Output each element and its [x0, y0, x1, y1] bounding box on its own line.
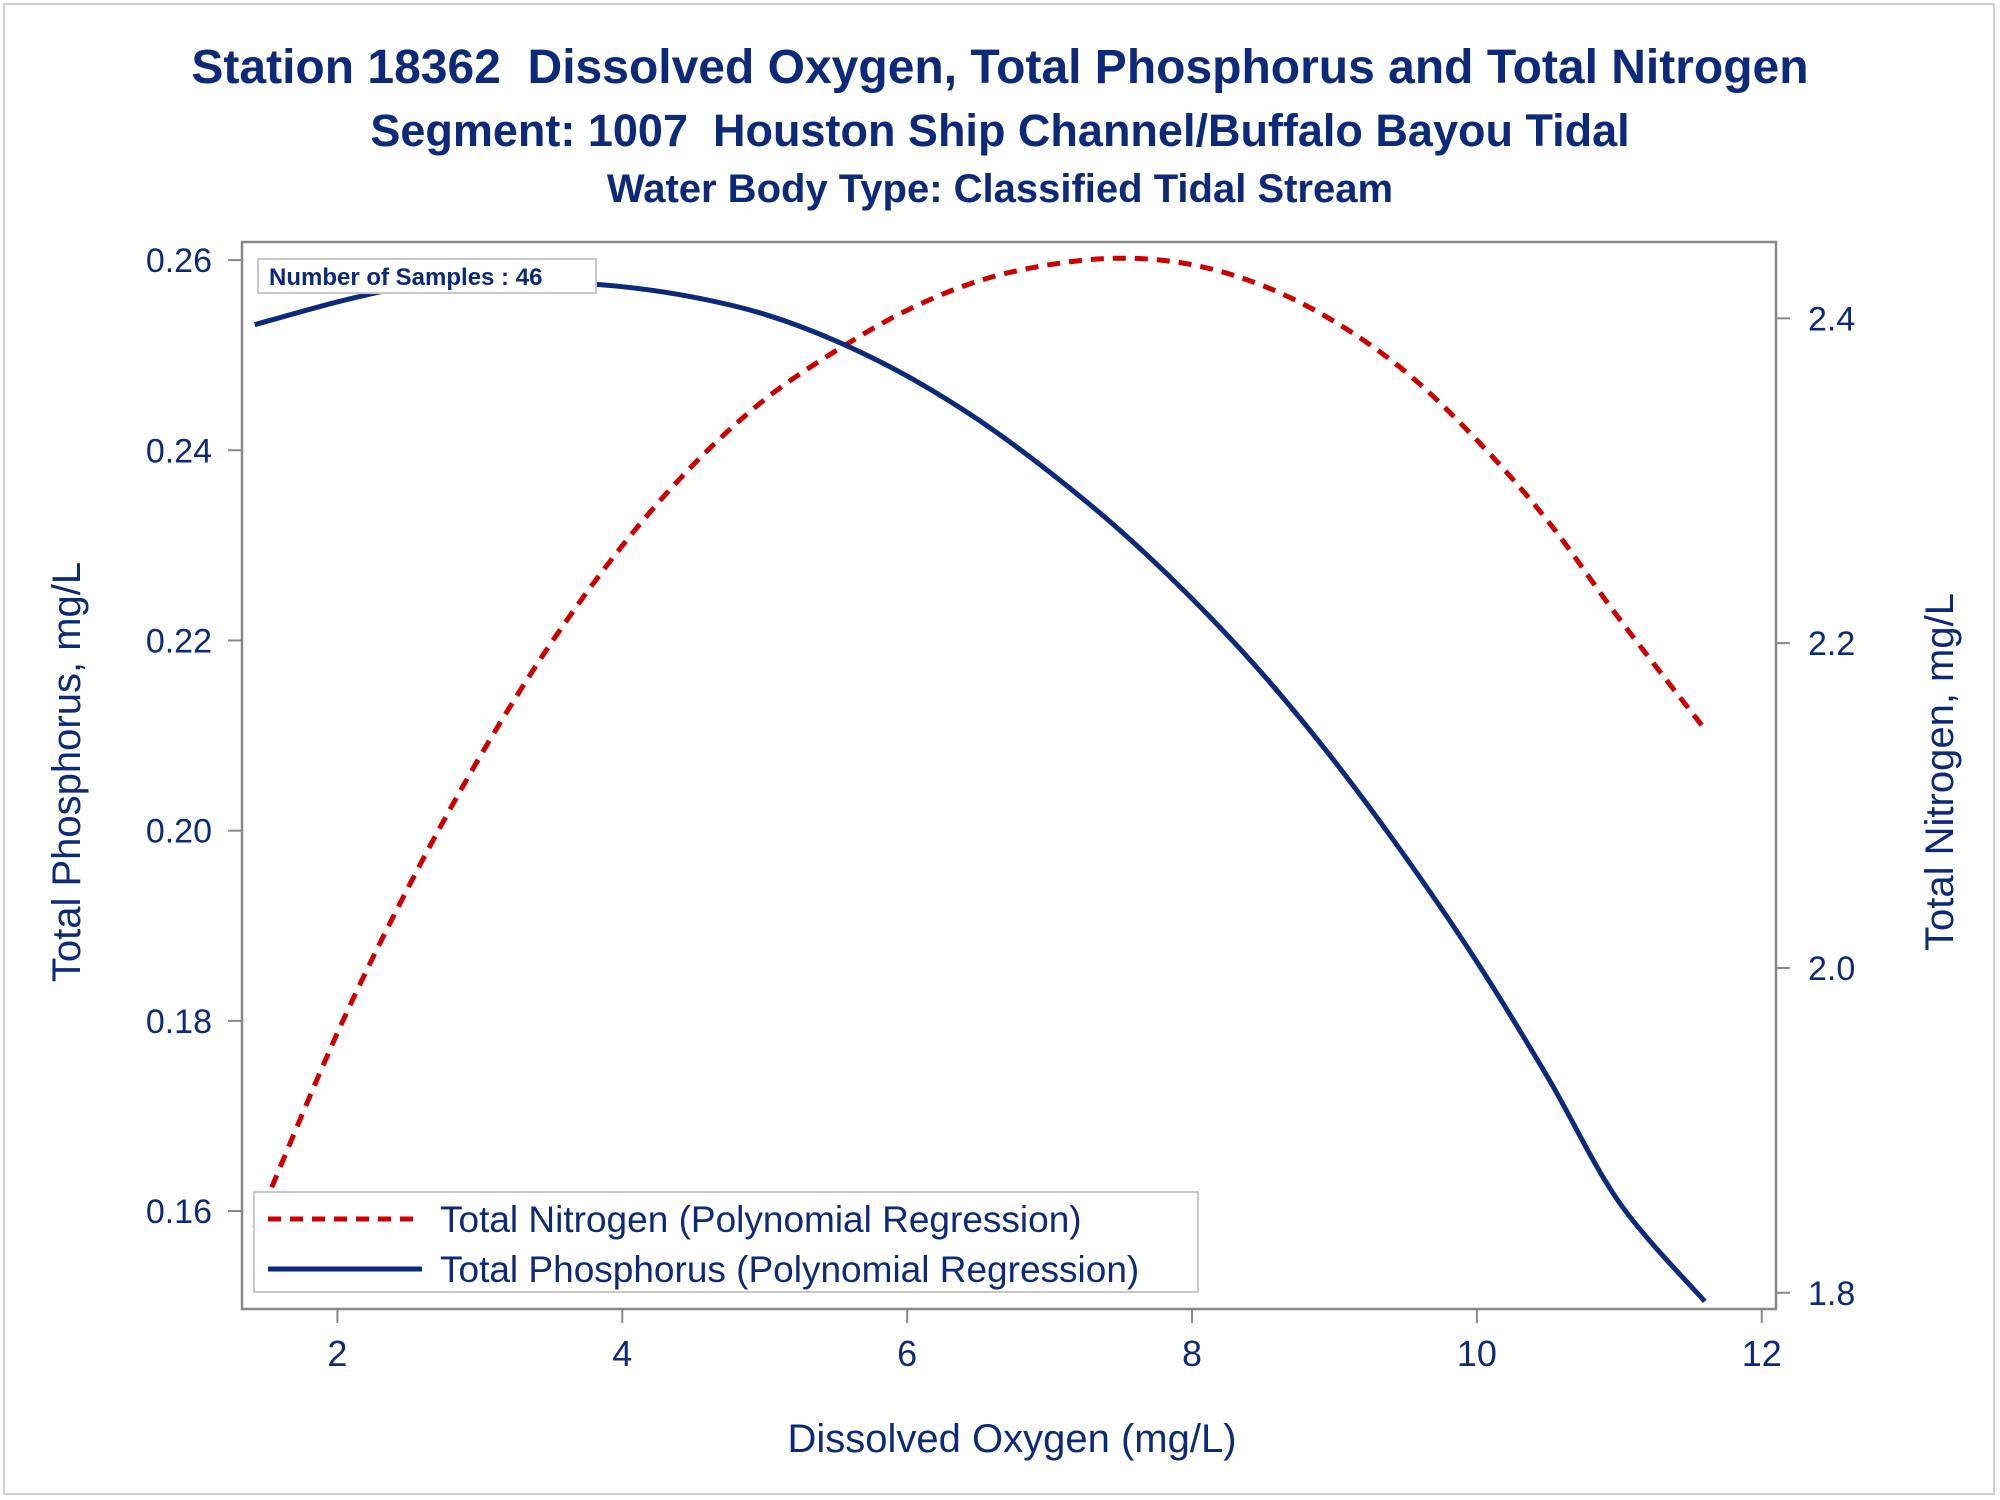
x-tick-label: 12 — [1742, 1333, 1782, 1374]
y-tick-label: 0.16 — [146, 1193, 212, 1231]
chart-subtitle-2: Water Body Type: Classified Tidal Stream — [606, 167, 1394, 211]
legend-box — [253, 1191, 1199, 1293]
y-tick-label: 0.24 — [146, 432, 212, 470]
y-tick-label: 0.18 — [146, 1003, 212, 1041]
plot-area — [240, 240, 1778, 1311]
chart-title: Station 18362 Dissolved Oxygen, Total Ph… — [191, 41, 1809, 94]
y2-tick-label: 2.0 — [1808, 950, 1855, 988]
annotation-text: Number of Samples : 46 — [269, 264, 542, 291]
y-axis-right: 1.8 2.0 2.2 2.4 — [1776, 300, 1855, 1313]
y-tick-label: 0.26 — [146, 242, 212, 280]
y2-tick-label: 2.2 — [1808, 625, 1855, 663]
series-layer — [252, 255, 1707, 1304]
x-tick-label: 10 — [1457, 1333, 1497, 1374]
legend-label-nitrogen: Total Nitrogen (Polynomial Regression) — [440, 1199, 1082, 1240]
annotation-box — [257, 258, 597, 294]
x-axis-label: Dissolved Oxygen (mg/L) — [787, 1417, 1236, 1461]
y2-tick-label: 2.4 — [1808, 300, 1855, 338]
x-tick-label: 4 — [612, 1333, 632, 1374]
series-line-total-nitrogen — [252, 255, 1707, 1229]
chart-subtitle: Segment: 1007 Houston Ship Channel/Buffa… — [370, 105, 1630, 156]
y-tick-label: 0.22 — [146, 622, 212, 660]
x-tick-label: 2 — [327, 1333, 347, 1374]
legend-label-phosphorus: Total Phosphorus (Polynomial Regression) — [440, 1249, 1139, 1290]
y-axis-label: Total Phosphorus, mg/L — [45, 562, 89, 982]
y2-tick-label: 1.8 — [1808, 1275, 1855, 1313]
y-axis-left: 0.16 0.18 0.20 0.22 0.24 0.26 — [146, 242, 242, 1231]
x-tick-label: 6 — [897, 1333, 917, 1374]
y-tick-label: 0.20 — [146, 813, 212, 851]
x-tick-label: 8 — [1182, 1333, 1202, 1374]
chart-frame — [3, 3, 1995, 1495]
legend: Total Nitrogen (Polynomial Regression) T… — [253, 1191, 1199, 1293]
x-axis: 2 4 6 8 10 12 — [327, 1309, 1782, 1374]
y2-axis-label: Total Nitrogen, mg/L — [1918, 593, 1962, 951]
series-line-total-phosphorus — [254, 278, 1707, 1304]
sample-count-annotation: Number of Samples : 46 — [257, 258, 597, 294]
